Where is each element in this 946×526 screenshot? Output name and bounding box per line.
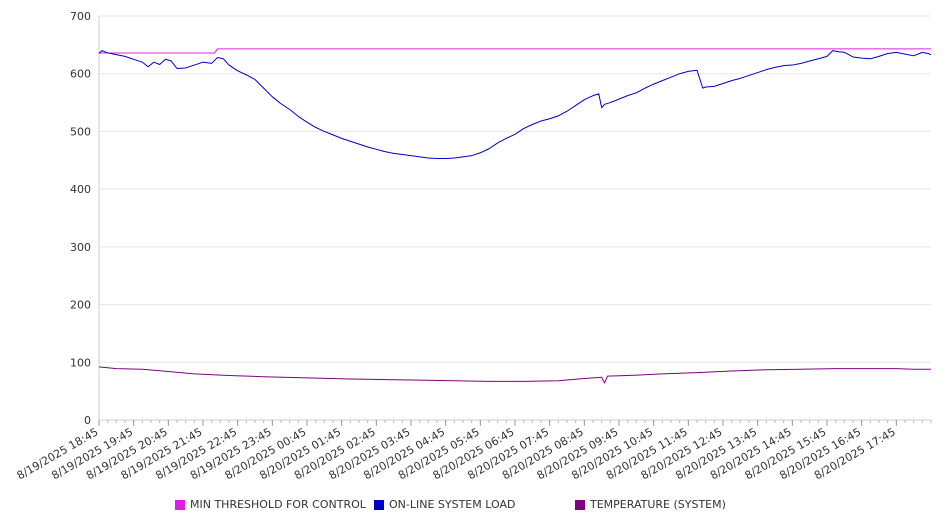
y-tick-label: 700 <box>70 10 91 23</box>
legend-label-system-load: ON-LINE SYSTEM LOAD <box>389 498 516 511</box>
legend-label-min-threshold: MIN THRESHOLD FOR CONTROL <box>190 498 366 511</box>
legend-swatch-min-threshold <box>175 499 185 510</box>
legend: MIN THRESHOLD FOR CONTROL ON-LINE SYSTEM… <box>0 496 946 516</box>
series-system-load-line <box>98 50 932 160</box>
y-tick-label: 500 <box>70 125 91 138</box>
series-temperature-line <box>98 366 931 384</box>
legend-swatch-temperature <box>575 499 585 510</box>
legend-label-temperature: TEMPERATURE (SYSTEM) <box>590 498 726 511</box>
y-tick-label: 400 <box>70 183 91 196</box>
y-tick-label: 200 <box>70 299 91 312</box>
y-tick-label: 0 <box>84 414 91 427</box>
legend-item-temperature[interactable]: TEMPERATURE (SYSTEM) <box>575 498 726 511</box>
legend-item-min-threshold[interactable]: MIN THRESHOLD FOR CONTROL <box>175 498 366 511</box>
y-tick-label: 300 <box>70 241 91 254</box>
legend-item-system-load[interactable]: ON-LINE SYSTEM LOAD <box>374 498 515 511</box>
y-tick-label: 600 <box>70 68 91 81</box>
legend-swatch-system-load <box>374 499 384 510</box>
y-tick-label: 100 <box>70 356 91 369</box>
series-min-threshold-line <box>99 48 931 54</box>
